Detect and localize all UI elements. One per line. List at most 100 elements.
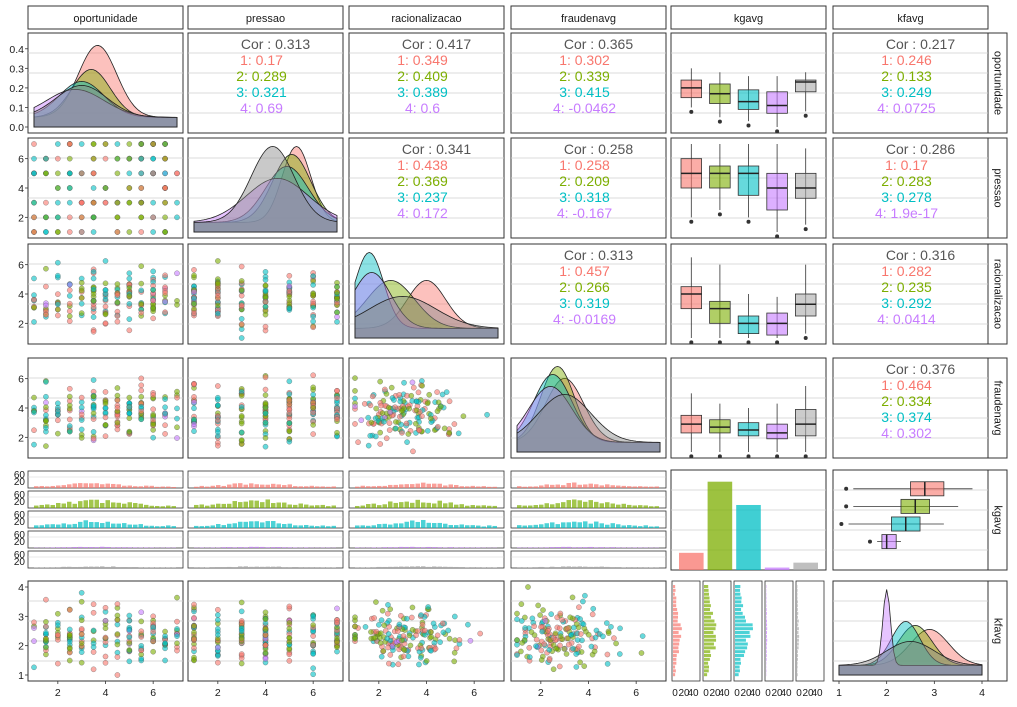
scatter-point	[126, 428, 133, 435]
density-area-overall	[33, 84, 178, 128]
scatter-point	[174, 270, 180, 277]
column-strip-label: kfavg	[897, 13, 923, 25]
row-strip-label: kfavg	[992, 618, 1004, 644]
facet-hist-bar	[797, 588, 798, 592]
facet-hist-bar	[282, 502, 287, 508]
scatter-point	[518, 648, 524, 655]
panel	[187, 357, 344, 459]
facet-hist-bar	[144, 525, 149, 528]
scatter-point	[102, 296, 109, 303]
facet-hist-bar	[304, 486, 309, 488]
facet-hist-bar	[594, 547, 599, 548]
scatter-point	[90, 410, 97, 416]
correlation-group-1: 1: 0.282	[881, 263, 932, 279]
facet-hist-bar	[632, 525, 637, 528]
density-area-overall	[354, 295, 499, 339]
scatter-point	[576, 643, 582, 650]
scatter-point	[545, 627, 551, 634]
facet-hist-bar	[572, 547, 577, 548]
scatter-point	[546, 657, 553, 663]
scatter-point	[150, 648, 156, 655]
facet-hist-bar	[320, 525, 325, 528]
facet-hist-bar	[221, 547, 226, 548]
facet-hist-bar	[61, 523, 66, 528]
facet-hist-bar	[415, 499, 420, 508]
scatter-point	[310, 431, 316, 437]
facet-hist-bar	[766, 631, 768, 635]
y-tick-label: 4	[18, 403, 24, 415]
facet-hist-bar	[566, 522, 571, 528]
facet-hist-bar	[282, 485, 287, 488]
scatter-point	[162, 229, 168, 235]
scatter-point	[435, 424, 441, 430]
facet-hist-bar	[487, 505, 492, 508]
facet-hist-bar	[410, 484, 415, 488]
correlation-overall: Cor : 0.286	[886, 141, 955, 157]
facet-hist-bar	[304, 504, 309, 508]
scatter-point	[55, 622, 61, 629]
scatter-point	[114, 397, 121, 404]
scatter-point	[126, 404, 133, 410]
scatter-point	[541, 641, 548, 648]
facet-hist-bar	[583, 484, 588, 488]
facet-hist-bar	[627, 525, 632, 528]
facet-hist-bar	[331, 525, 336, 528]
scatter-point	[393, 419, 399, 425]
x-tick-label: 0	[765, 688, 771, 699]
scatter-point	[78, 300, 85, 307]
scatter-point	[138, 609, 144, 615]
scatter-point	[67, 393, 73, 400]
scatter-point	[376, 622, 382, 628]
scatter-point	[215, 659, 221, 666]
scatter-point	[611, 635, 617, 641]
scatter-point	[600, 633, 606, 640]
facet-hist-bar	[735, 585, 741, 589]
box-iqr	[795, 79, 817, 93]
scatter-point	[55, 408, 61, 415]
facet-hist-bar	[638, 526, 643, 528]
scatter-point	[43, 311, 49, 318]
facet-hist-bar	[492, 505, 497, 508]
facet-hist-bar	[638, 505, 643, 508]
facet-hist-bar	[797, 650, 798, 654]
scatter-point	[538, 657, 545, 663]
scatter-point	[377, 635, 383, 641]
facet-hist-bar	[382, 485, 387, 488]
x-tick-label: 20	[678, 688, 690, 699]
scatter-point	[514, 652, 520, 658]
scatter-point	[90, 214, 97, 221]
facet-hist-bar	[315, 567, 320, 568]
facet-hist-bar	[443, 485, 448, 488]
facet-hist-bar	[382, 547, 387, 548]
facet-hist-bar	[610, 503, 615, 508]
facet-hist-bar	[89, 547, 94, 548]
facet-hist-bar	[249, 500, 254, 508]
scatter-point	[90, 268, 97, 275]
scatter-point	[604, 620, 610, 626]
scatter-point	[557, 610, 564, 617]
facet-hist-bar	[766, 627, 768, 631]
x-tick-label: 6	[633, 687, 639, 699]
scatter-point	[90, 141, 97, 147]
correlation-group-4: 4: 0.0414	[877, 311, 936, 327]
scatter-point	[43, 644, 49, 651]
panel-frame	[832, 32, 989, 134]
facet-hist-bar	[61, 485, 66, 488]
scatter-point	[78, 417, 85, 423]
correlation-group-3: 3: 0.278	[881, 189, 932, 205]
scatter-point	[286, 428, 293, 434]
facet-hist-bar	[522, 486, 527, 488]
correlation-group-3: 3: 0.249	[881, 84, 932, 100]
facet-hist-bar	[797, 657, 798, 661]
scatter-point	[102, 303, 109, 310]
scatter-point	[556, 663, 563, 670]
facet-hist-bar	[415, 547, 420, 548]
facet-hist-bar	[326, 526, 331, 528]
scatter-point	[617, 625, 623, 632]
scatter-point	[126, 229, 133, 235]
scatter-point	[174, 626, 180, 632]
facet-hist-bar	[797, 665, 798, 669]
scatter-point	[126, 275, 133, 282]
panel	[670, 137, 827, 239]
